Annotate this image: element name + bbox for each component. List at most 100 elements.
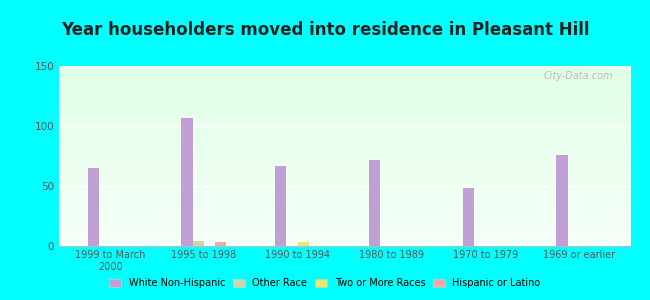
Bar [58, 240, 630, 241]
Bar [58, 145, 630, 146]
Bar [58, 99, 630, 100]
Bar [58, 153, 630, 154]
Bar [58, 208, 630, 209]
Bar [58, 227, 630, 228]
Bar [192, 241, 204, 246]
Bar [58, 231, 630, 232]
Bar [58, 202, 630, 203]
Bar [58, 114, 630, 115]
Bar [58, 69, 630, 70]
Bar [58, 118, 630, 119]
Bar [58, 195, 630, 196]
Bar [58, 122, 630, 123]
Bar [58, 172, 630, 173]
Bar [58, 160, 630, 161]
Bar [58, 71, 630, 72]
Bar [58, 175, 630, 176]
Bar [58, 169, 630, 170]
Bar [58, 223, 630, 224]
Bar [58, 138, 630, 139]
Bar [181, 118, 192, 246]
Bar [58, 162, 630, 163]
Bar [58, 185, 630, 186]
Bar [58, 166, 630, 167]
Bar [58, 193, 630, 194]
Bar [58, 111, 630, 112]
Bar [58, 198, 630, 199]
Bar [58, 79, 630, 80]
Bar [58, 93, 630, 94]
Bar [58, 80, 630, 81]
Bar [58, 84, 630, 85]
Bar [58, 161, 630, 162]
Bar [58, 141, 630, 142]
Bar [58, 182, 630, 183]
Bar [58, 78, 630, 79]
Bar [58, 197, 630, 198]
Bar [58, 94, 630, 95]
Bar [58, 91, 630, 92]
Bar [58, 244, 630, 245]
Bar [58, 126, 630, 127]
Bar [58, 82, 630, 83]
Bar [58, 75, 630, 76]
Bar [275, 166, 287, 246]
Bar [215, 242, 226, 246]
Bar [58, 125, 630, 126]
Bar [58, 179, 630, 180]
Bar [58, 216, 630, 217]
Bar [58, 207, 630, 208]
Bar [58, 229, 630, 230]
Bar [58, 204, 630, 205]
Bar [58, 81, 630, 82]
Bar [58, 144, 630, 145]
Bar [58, 194, 630, 195]
Bar [58, 189, 630, 190]
Bar [88, 168, 99, 246]
Bar [58, 233, 630, 234]
Bar [58, 90, 630, 91]
Bar [58, 155, 630, 156]
Bar [58, 167, 630, 168]
Bar [58, 120, 630, 121]
Bar [58, 165, 630, 166]
Bar [58, 136, 630, 137]
Bar [298, 242, 309, 246]
Bar [58, 210, 630, 211]
Bar [58, 129, 630, 130]
Bar [58, 187, 630, 188]
Bar [58, 234, 630, 235]
Bar [58, 226, 630, 227]
Bar [58, 102, 630, 103]
Bar [58, 152, 630, 153]
Bar [58, 148, 630, 149]
Bar [58, 100, 630, 101]
Bar [58, 214, 630, 215]
Bar [58, 119, 630, 120]
Bar [58, 146, 630, 147]
Bar [58, 149, 630, 150]
Bar [58, 133, 630, 134]
Bar [58, 239, 630, 240]
Bar [58, 221, 630, 222]
Bar [58, 142, 630, 143]
Bar [58, 156, 630, 157]
Bar [58, 132, 630, 133]
Text: City-Data.com: City-Data.com [543, 71, 614, 81]
Bar [58, 236, 630, 237]
Bar [58, 238, 630, 239]
Bar [58, 159, 630, 160]
Bar [58, 168, 630, 169]
Bar [58, 115, 630, 116]
Bar [58, 245, 630, 246]
Bar [58, 243, 630, 244]
Bar [556, 155, 567, 246]
Bar [58, 66, 630, 67]
Bar [58, 130, 630, 131]
Bar [58, 113, 630, 114]
Bar [58, 230, 630, 231]
Bar [58, 67, 630, 68]
Bar [58, 220, 630, 221]
Bar [58, 135, 630, 136]
Bar [58, 241, 630, 242]
